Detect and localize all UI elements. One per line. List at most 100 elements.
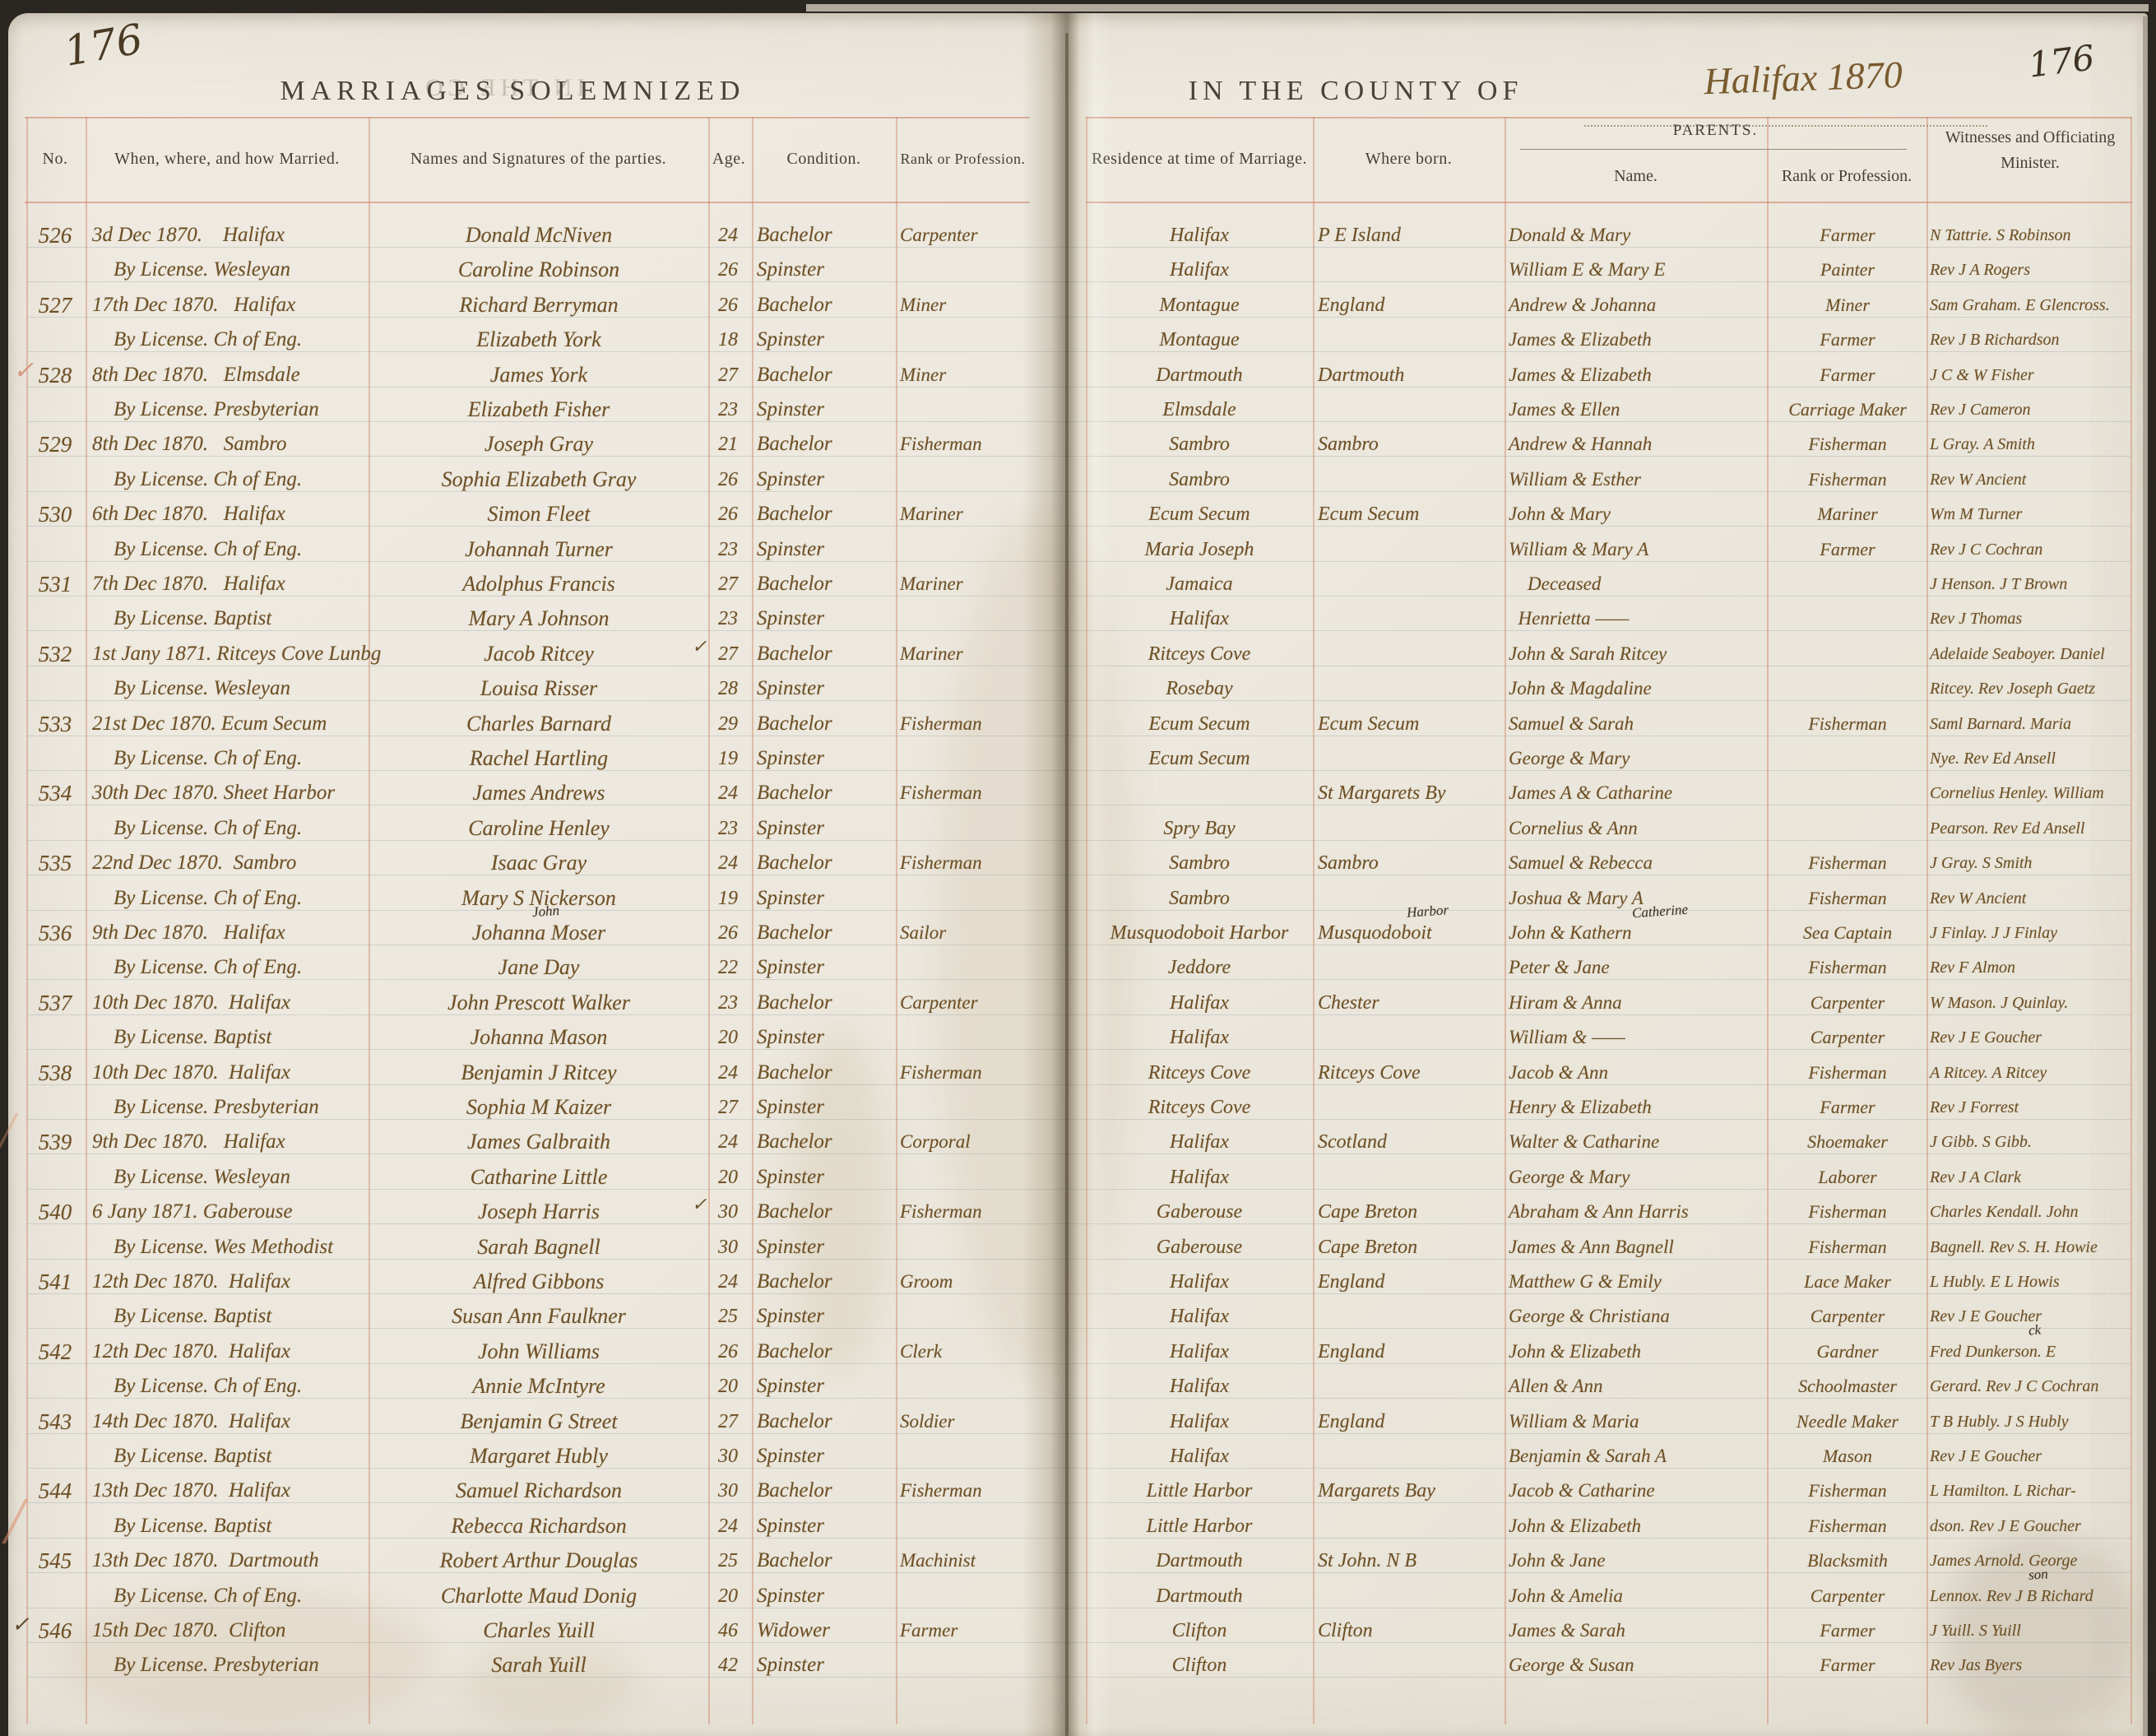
- register-cell-wit: Adelaide Seaboyer. Daniel: [1930, 645, 2105, 663]
- register-cell-res: Ecum Secum: [1148, 713, 1250, 735]
- register-cell-cond: Spinster: [757, 328, 824, 350]
- register-cell-par: Henrietta ——: [1509, 608, 1630, 629]
- register-cell-when: 12th Dec 1870. Halifax: [92, 1270, 290, 1293]
- register-cell-born: Clifton: [1318, 1620, 1373, 1641]
- register-cell-name: John Prescott Walker: [447, 991, 630, 1014]
- margin-check-mark: ✓: [692, 636, 707, 657]
- record-number: 542: [38, 1339, 72, 1364]
- register-cell-when: By License. Ch of Eng.: [114, 887, 303, 909]
- register-cell-res: Halifax: [1170, 259, 1229, 281]
- register-cell-age: 30: [718, 1480, 738, 1502]
- register-cell-age: 27: [718, 643, 738, 665]
- register-cell-rank: Groom: [900, 1271, 953, 1292]
- register-cell-born: Dartmouth: [1318, 364, 1405, 386]
- register-cell-par: John & Sarah Ritcey: [1509, 643, 1667, 664]
- register-cell-age: 24: [718, 1271, 738, 1293]
- register-cell-age: 26: [718, 295, 738, 316]
- register-cell-name: Johanna Mason: [470, 1025, 608, 1049]
- register-cell-name: Caroline Henley: [468, 816, 610, 840]
- record-number: 530: [38, 502, 72, 527]
- register-cell-cond: Bachelor: [757, 1410, 832, 1432]
- register-cell-name: Joseph Harris: [477, 1200, 600, 1223]
- register-cell-res: Jamaica: [1166, 573, 1233, 595]
- register-cell-cond: Spinster: [757, 1585, 824, 1607]
- record-number: 546: [38, 1618, 72, 1643]
- register-cell-wit: Rev J E Goucher: [1930, 1447, 2042, 1465]
- register-cell-res: Ritceys Cove: [1148, 1062, 1251, 1084]
- register-cell-when: 17th Dec 1870. Halifax: [92, 294, 296, 316]
- register-cell-age: 26: [718, 259, 738, 281]
- register-cell-name: Jane Day: [498, 955, 580, 979]
- column-rule: [1313, 117, 1314, 1724]
- register-cell-par: Deceased: [1509, 573, 1602, 594]
- header-rule-bottom-left: [25, 202, 1030, 203]
- register-cell-when: By License. Presbyterian: [114, 1096, 319, 1118]
- register-cell-when: By License. Ch of Eng.: [114, 817, 303, 839]
- record-number: 545: [38, 1548, 72, 1573]
- register-cell-par: John & Magdaline: [1509, 678, 1652, 699]
- register-cell-wit: J Yuill. S Yuill: [1930, 1622, 2021, 1640]
- register-cell-prank: Sea Captain: [1802, 922, 1893, 943]
- register-cell-res: Maria Joseph: [1144, 539, 1254, 560]
- register-cell-age: 26: [718, 1341, 738, 1362]
- margin-check-mark: /: [5, 1485, 24, 1557]
- register-cell-born: Scotland: [1318, 1131, 1387, 1153]
- column-header-parents: PARENTS.: [1672, 122, 1759, 139]
- register-cell-cond: Spinster: [757, 747, 824, 769]
- register-cell-rank: Miner: [900, 295, 947, 315]
- register-cell-res: Halifax: [1170, 225, 1229, 246]
- register-cell-when: 10th Dec 1870. Halifax: [92, 991, 290, 1014]
- register-cell-prank: Fisherman: [1808, 1516, 1887, 1536]
- margin-check-mark: ✓: [13, 357, 35, 384]
- record-number: 540: [38, 1200, 72, 1224]
- register-cell-wit: Rev J E Goucher: [1930, 1028, 2042, 1047]
- register-cell-cond: Spinster: [757, 468, 824, 490]
- register-cell-wit: J Finlay. J J Finlay: [1930, 924, 2057, 942]
- register-cell-cond: Bachelor: [757, 1479, 832, 1502]
- header-rule-top-right: [1086, 117, 2132, 118]
- register-cell-age: 23: [718, 818, 738, 839]
- register-cell-res: Ecum Secum: [1148, 748, 1250, 769]
- register-cell-par: Abraham & Ann Harris: [1509, 1201, 1689, 1222]
- register-cell-prank: Farmer: [1820, 364, 1875, 385]
- register-cell-age: 20: [718, 1585, 738, 1607]
- register-cell-name: Donald McNiven: [465, 223, 613, 247]
- register-cell-name: Rachel Hartling: [469, 746, 609, 770]
- register-cell-wit: Charles Kendall. John: [1930, 1203, 2079, 1221]
- register-cell-when: 8th Dec 1870. Sambro: [92, 433, 287, 455]
- register-cell-age: 24: [718, 1131, 738, 1153]
- register-cell-par: Andrew & Hannah: [1509, 434, 1653, 454]
- page-title-right: IN THE COUNTY OF: [1188, 76, 1523, 106]
- register-cell-res: Sambro: [1169, 852, 1230, 874]
- register-cell-rank: Soldier: [900, 1411, 955, 1432]
- parents-divider-line: [1520, 149, 1907, 150]
- register-cell-age: 23: [718, 539, 738, 560]
- column-rule: [86, 117, 87, 1724]
- register-cell-rank: Sailor: [900, 922, 947, 943]
- register-cell-res: Sambro: [1169, 434, 1230, 455]
- register-cell-when: By License. Baptist: [114, 1305, 272, 1327]
- register-cell-rank: Fisherman: [900, 852, 982, 873]
- register-cell-age: 20: [718, 1167, 738, 1188]
- register-cell-wit: Wm M Turner: [1930, 505, 2023, 523]
- register-cell-born: P E Island: [1318, 225, 1401, 246]
- register-cell-wit: T B Hubly. J S Hubly: [1930, 1413, 2069, 1431]
- margin-check-mark: ✓: [692, 1194, 707, 1214]
- register-cell-par: William & Maria: [1509, 1411, 1639, 1432]
- register-cell-cond: Bachelor: [757, 224, 832, 246]
- register-cell-age: 30: [718, 1446, 738, 1467]
- register-cell-res: Halifax: [1170, 608, 1229, 629]
- register-cell-when: 1st Jany 1871. Ritceys Cove Lunbg: [92, 643, 382, 665]
- register-cell-rank: Carpenter: [900, 225, 978, 245]
- register-cell-par: Matthew G & Emily: [1509, 1271, 1662, 1292]
- register-cell-rank: Mariner: [900, 573, 963, 594]
- register-cell-cond: Spinster: [757, 887, 824, 909]
- register-cell-cond: Spinster: [757, 398, 824, 420]
- register-cell-par: George & Mary: [1509, 748, 1630, 768]
- register-cell-par: Cornelius & Ann: [1509, 818, 1638, 838]
- register-cell-cond: Spinster: [757, 1026, 824, 1048]
- register-cell-cond: Bachelor: [757, 713, 832, 735]
- register-cell-name: James York: [489, 363, 588, 387]
- register-cell-when: By License. Ch of Eng.: [114, 747, 303, 769]
- page-title-left: MARRIAGES SOLEMNIZED: [280, 76, 746, 106]
